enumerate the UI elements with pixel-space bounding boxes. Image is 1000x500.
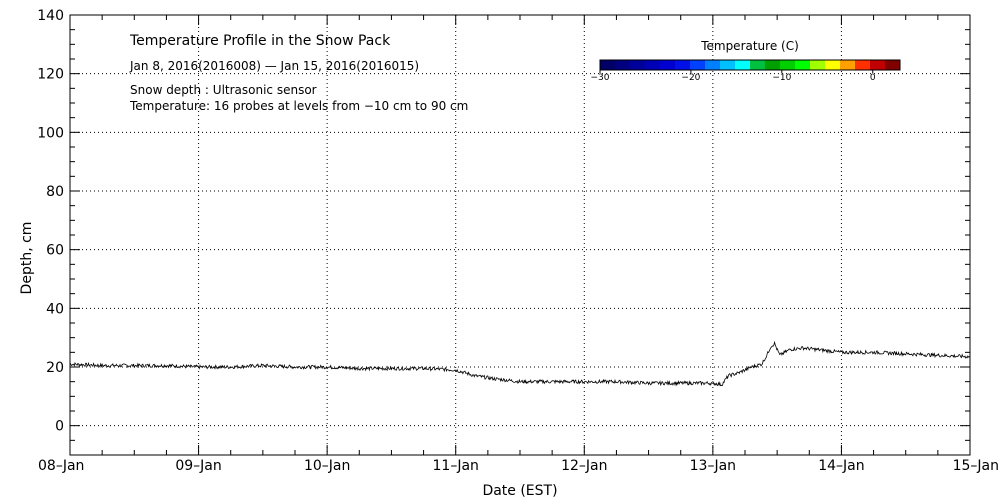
x-tick-label: 12–Jan [561, 458, 607, 474]
note-probes: Temperature: 16 probes at levels from −1… [129, 99, 468, 113]
y-tick-label: 20 [46, 360, 64, 376]
colorbar-swatch [690, 60, 706, 70]
colorbar-swatch [780, 60, 796, 70]
note-sensor: Snow depth : Ultrasonic sensor [130, 83, 317, 97]
x-tick-label: 11–Jan [433, 458, 479, 474]
y-tick-label: 60 [46, 243, 64, 259]
colorbar-swatch [720, 60, 736, 70]
colorbar-swatch [675, 60, 691, 70]
x-tick-label: 08–Jan [38, 458, 84, 474]
x-tick-label: 13–Jan [690, 458, 736, 474]
colorbar-tick-label: −20 [681, 73, 700, 83]
colorbar-swatch [645, 60, 661, 70]
grid [70, 14, 970, 455]
temperature-colorbar: −30 −20 −10 0 [591, 59, 901, 83]
colorbar-tick-label: 0 [870, 73, 876, 83]
colorbar-swatch [825, 60, 841, 70]
axes: 0 20 40 60 80 100 120 140 08–Jan 09–Jan 10–Jan 11–J… [37, 8, 999, 474]
plot-frame [69, 14, 971, 456]
colorbar-swatch [630, 60, 646, 70]
y-tick-label: 140 [37, 8, 64, 24]
colorbar-swatch [750, 60, 766, 70]
snow-depth-line [69, 340, 971, 387]
y-tick-label: 80 [46, 184, 64, 200]
x-tick-label: 14–Jan [818, 458, 864, 474]
colorbar-tick-label: −30 [591, 73, 610, 83]
colorbar-swatch [810, 60, 826, 70]
y-tick-label: 0 [55, 419, 64, 435]
x-tick-label: 10–Jan [304, 458, 350, 474]
chart-subtitle: Jan 8, 2016(2016008) — Jan 15, 2016(2016… [129, 59, 419, 73]
y-tick-label: 100 [37, 125, 64, 141]
chart-title: Temperature Profile in the Snow Pack [129, 33, 391, 49]
colorbar-swatch [840, 60, 856, 70]
colorbar-swatch [765, 60, 781, 70]
colorbar-frame [599, 59, 901, 71]
colorbar-swatch [870, 60, 886, 70]
x-axis-label: Date (EST) [482, 483, 557, 499]
colorbar-swatch [705, 60, 721, 70]
colorbar-swatch [615, 60, 631, 70]
colorbar-swatch [795, 60, 811, 70]
colorbar-swatch [885, 60, 901, 70]
y-tick-label: 120 [37, 67, 64, 83]
x-tick-label: 15–Jan [953, 458, 999, 474]
colorbar-title: Temperature (C) [700, 39, 799, 53]
colorbar-swatch [735, 60, 751, 70]
colorbar-swatch [660, 60, 676, 70]
colorbar-tick-label: −10 [772, 73, 791, 83]
series-layer [69, 340, 971, 387]
x-tick-label: 09–Jan [175, 458, 221, 474]
colorbar-swatch [600, 60, 616, 70]
y-tick-label: 40 [46, 301, 64, 317]
colorbar-swatch [855, 60, 871, 70]
y-axis-label: Depth, cm [19, 222, 35, 295]
